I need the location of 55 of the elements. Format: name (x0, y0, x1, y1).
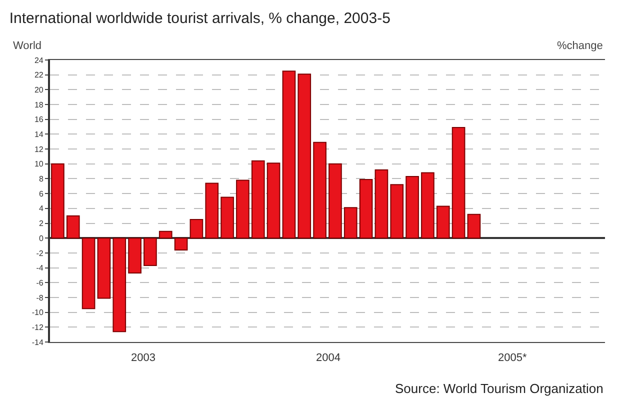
bar (452, 127, 466, 239)
bar (236, 180, 250, 239)
text: 2003 (131, 352, 156, 364)
y-tick-label: 6 (38, 189, 44, 198)
y-tick-label: -12 (32, 322, 44, 332)
bar (144, 238, 157, 266)
y-tick-label: 4 (38, 204, 44, 214)
bar (313, 142, 326, 239)
bar (190, 219, 204, 239)
bar (220, 196, 234, 239)
bar (266, 162, 280, 239)
y-tick-label: 24 (34, 56, 44, 65)
y-tick-label: -6 (36, 278, 44, 288)
bar (328, 163, 342, 239)
bar (406, 176, 419, 239)
bar (51, 163, 64, 239)
y-tick-label: 18 (34, 100, 44, 110)
bar (390, 184, 404, 239)
bar (436, 206, 450, 239)
y-tick-label: -4 (36, 264, 44, 273)
bar (251, 160, 265, 239)
y-axis-title: World (13, 40, 42, 52)
y-tick-label: 10 (34, 160, 44, 169)
source-note: Source: World Tourism Organization (395, 381, 604, 396)
y-tick-label: -2 (36, 248, 44, 258)
bar (344, 207, 358, 239)
y-tick-label: -8 (36, 293, 44, 302)
y-tick-label: 12 (34, 144, 44, 154)
bar (298, 74, 312, 239)
bar (82, 238, 96, 310)
bar (421, 172, 434, 239)
y-tick-label: 20 (34, 85, 44, 94)
text: 2004 (316, 352, 340, 364)
y-tick-label: -10 (32, 308, 44, 318)
chart-title: International worldwide tourist arrivals, % change, 2003-5 (9, 10, 390, 27)
bar (374, 169, 388, 239)
y-tick-label: 8 (38, 174, 44, 184)
bar (282, 70, 296, 239)
y-tick-label: 0 (38, 234, 44, 243)
y-tick-label: 22 (34, 70, 44, 80)
bar (158, 230, 172, 239)
bar (112, 238, 126, 332)
text: %change (557, 40, 603, 52)
y-tick-label: 16 (34, 115, 44, 124)
bar (66, 215, 80, 239)
bar (174, 238, 188, 250)
y-tick-label: 14 (34, 130, 44, 140)
bar (359, 178, 373, 239)
y-tick-label: -14 (32, 338, 44, 347)
bar (205, 182, 219, 239)
bar (467, 214, 481, 239)
text: 2005* (498, 352, 528, 364)
bar (128, 238, 142, 274)
bar (97, 238, 111, 299)
y-tick-label: 2 (38, 219, 44, 228)
